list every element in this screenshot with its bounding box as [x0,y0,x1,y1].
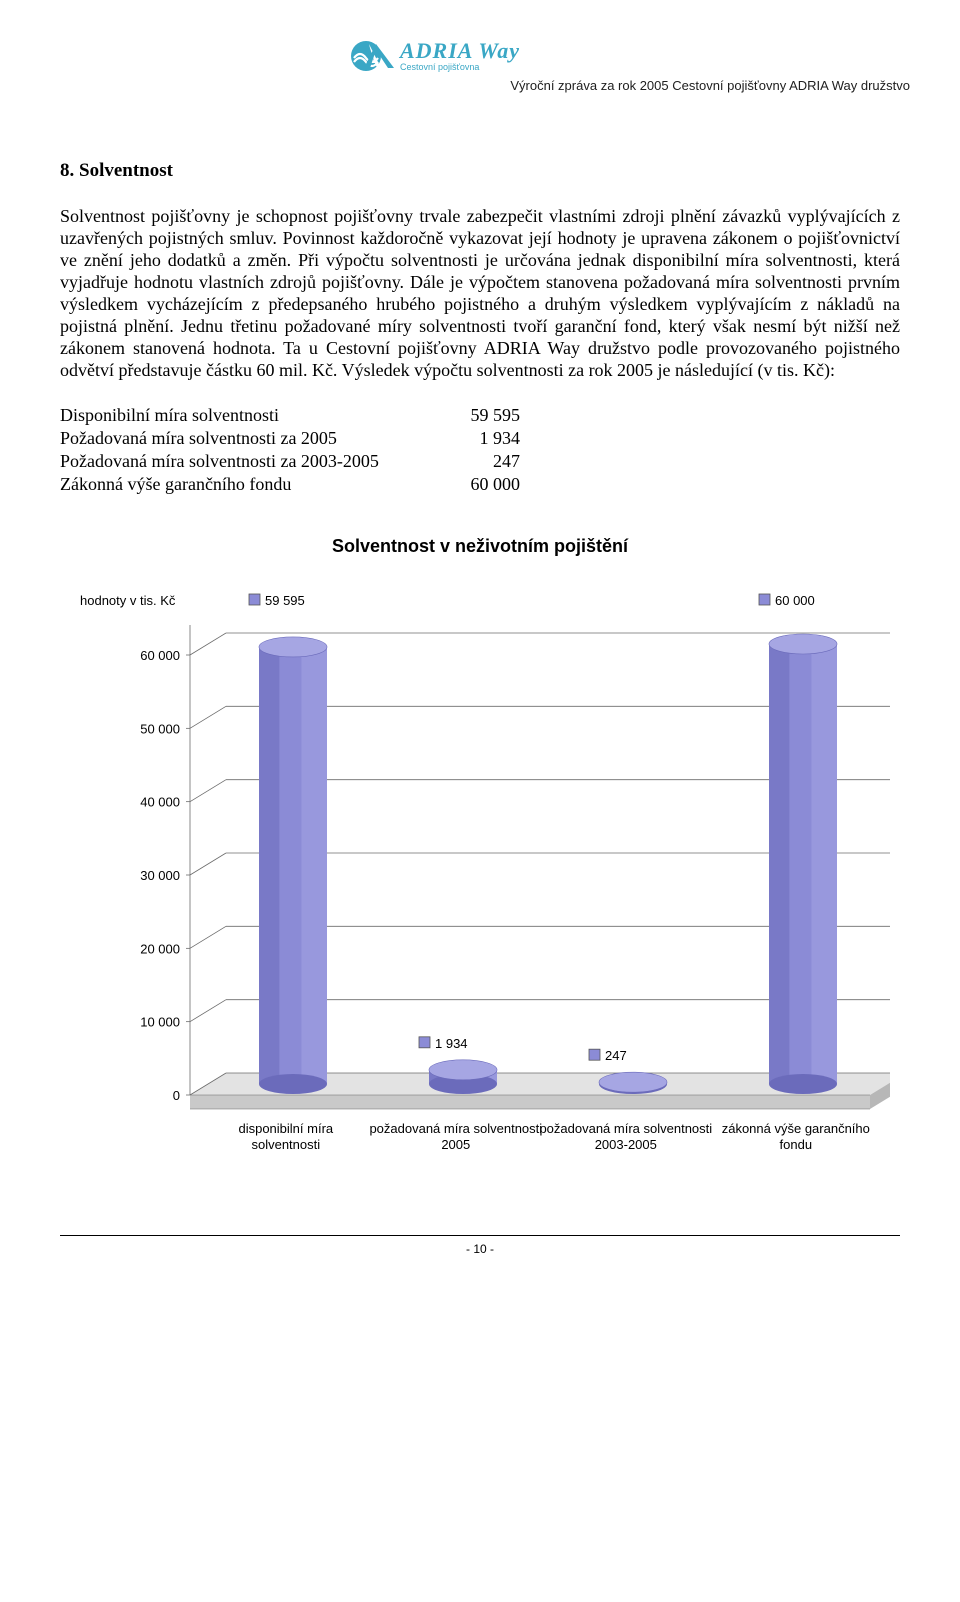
svg-text:požadovaná míra solventnosti: požadovaná míra solventnosti [369,1121,542,1136]
page-footer: - 10 - [60,1235,900,1256]
svg-text:30 000: 30 000 [140,868,180,883]
page-number: - 10 - [466,1242,494,1256]
svg-text:zákonná výše garančního: zákonná výše garančního [722,1121,870,1136]
page-header: ADRIA Way Cestovní pojišťovna Výroční zp… [60,40,900,120]
metrics-list: Disponibilní míra solventnosti 59 595 Po… [60,404,900,496]
metric-row: Disponibilní míra solventnosti 59 595 [60,404,900,427]
svg-text:60 000: 60 000 [775,593,815,608]
metric-value: 60 000 [420,473,520,496]
svg-text:1 934: 1 934 [435,1036,468,1051]
adria-wave-logo-icon [350,40,394,72]
section-body: Solventnost pojišťovny je schopnost poji… [60,206,900,382]
svg-text:disponibilní míra: disponibilní míra [238,1121,333,1136]
svg-text:10 000: 10 000 [140,1014,180,1029]
metric-label: Požadovaná míra solventnosti za 2005 [60,427,420,450]
svg-text:0: 0 [173,1088,180,1103]
svg-text:fondu: fondu [780,1137,813,1152]
solvency-chart: Solventnost v neživotním pojištění 0 10 0… [70,536,890,1195]
logo-block: ADRIA Way Cestovní pojišťovna Výroční zp… [350,40,910,93]
metric-label: Požadovaná míra solventnosti za 2003-200… [60,450,420,473]
section-title: 8. Solventnost [60,160,900,182]
metric-label: Zákonná výše garančního fondu [60,473,420,496]
metric-row: Zákonná výše garančního fondu 60 000 [60,473,900,496]
svg-text:hodnoty v tis. Kč: hodnoty v tis. Kč [80,593,176,608]
logo-main-text: ADRIA Way [400,40,520,62]
logo-text-block: ADRIA Way Cestovní pojišťovna [400,40,520,72]
logo-sub-text: Cestovní pojišťovna [400,63,520,72]
svg-text:2003-2005: 2003-2005 [595,1137,657,1152]
metric-value: 59 595 [420,404,520,427]
svg-text:60 000: 60 000 [140,648,180,663]
metric-row: Požadovaná míra solventnosti za 2003-200… [60,450,900,473]
chart-svg: 0 10 000 20 000 30 000 40 000 50 000 60 000 hod… [70,575,890,1195]
svg-text:247: 247 [605,1048,627,1063]
chart-title: Solventnost v neživotním pojištění [70,536,890,557]
metric-value: 1 934 [420,427,520,450]
svg-text:59 595: 59 595 [265,593,305,608]
metric-value: 247 [420,450,520,473]
logo-row: ADRIA Way Cestovní pojišťovna [350,40,910,72]
svg-text:solventnosti: solventnosti [251,1137,320,1152]
metric-row: Požadovaná míra solventnosti za 2005 1 9… [60,427,900,450]
report-title-line: Výroční zpráva za rok 2005 Cestovní poji… [350,78,910,93]
metric-label: Disponibilní míra solventnosti [60,404,420,427]
page-container: ADRIA Way Cestovní pojišťovna Výroční zp… [0,0,960,1286]
svg-text:40 000: 40 000 [140,794,180,809]
svg-text:20 000: 20 000 [140,941,180,956]
svg-text:50 000: 50 000 [140,721,180,736]
svg-text:požadovaná míra solventnosti: požadovaná míra solventnosti [539,1121,712,1136]
svg-text:2005: 2005 [441,1137,470,1152]
